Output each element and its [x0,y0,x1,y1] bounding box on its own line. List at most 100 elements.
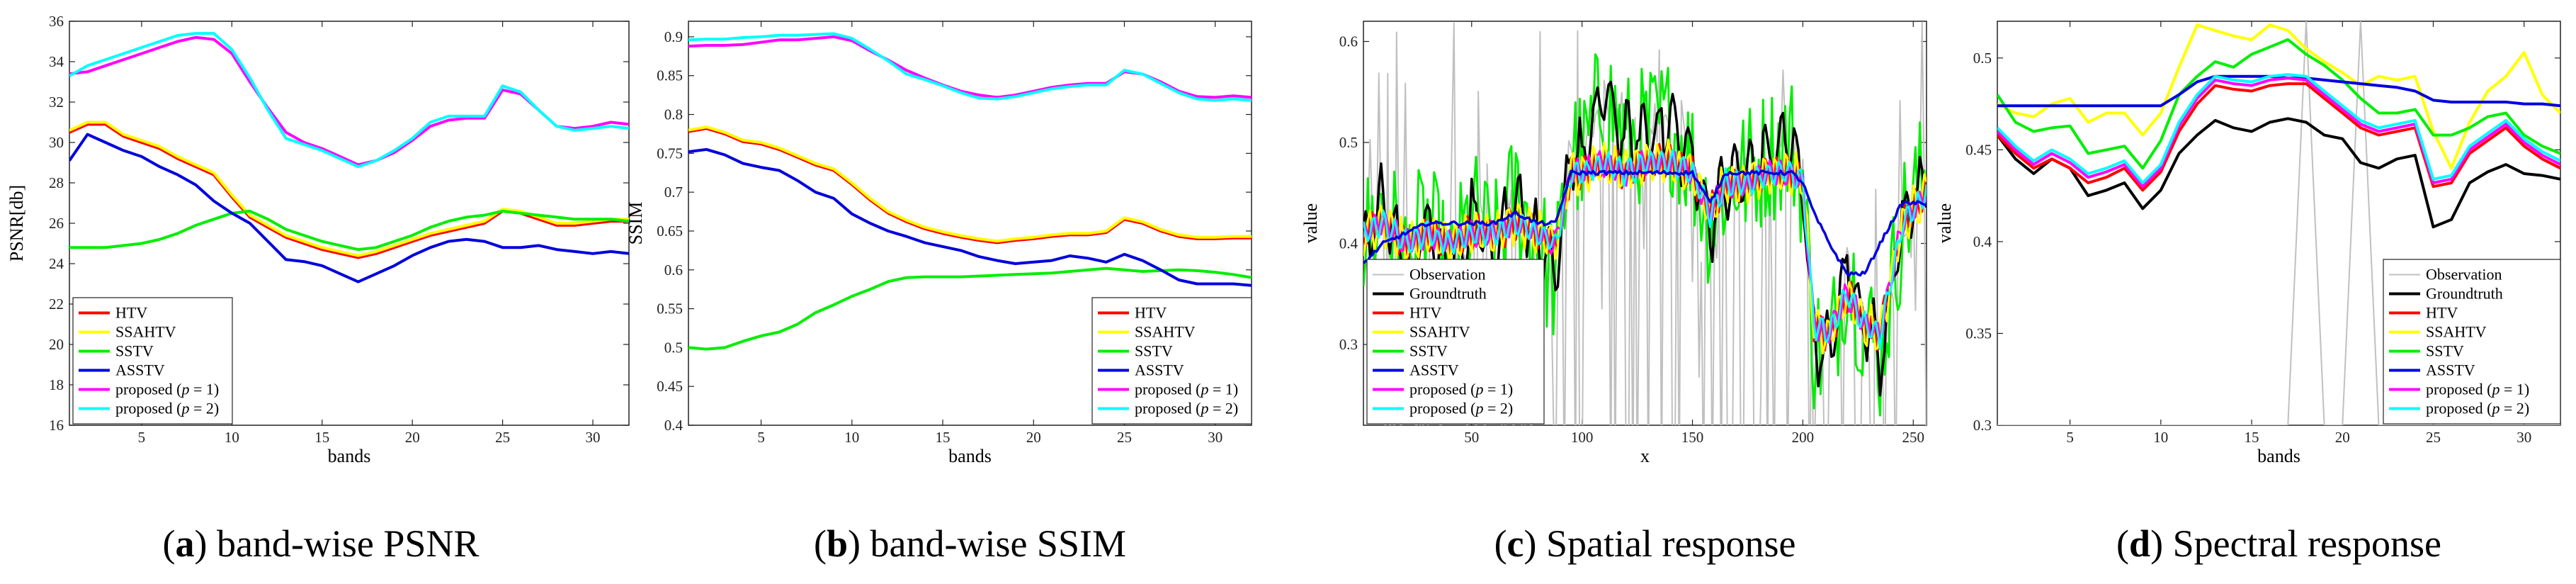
y-tick-label: 22 [49,296,64,313]
x-tick-label: 15 [936,429,951,446]
x-tick-label: 100 [1571,429,1594,446]
series-proposed-p2 [1363,149,1927,351]
y-tick-label: 28 [49,174,64,191]
x-tick-label: 25 [495,429,510,446]
x-tick-label: 25 [2426,429,2441,446]
chart-panel-d: 5 10 15 20 25 30 0.3 0.35 0.4 0.45 0.5 bands value Ob… [1934,21,2561,565]
y-axis-label: value [1934,203,1955,243]
legend-label: HTV [115,304,147,322]
legend-label: SSAHTV [1135,323,1196,341]
y-tick-label: 0.8 [664,106,683,123]
legend-label: SSTV [115,342,154,360]
y-tick-label: 0.9 [664,28,683,45]
legend-box [1366,259,1545,425]
legend-label: ASSTV [1135,361,1184,379]
y-tick-label: 0.5 [1339,134,1358,151]
x-tick-label: 250 [1902,429,1925,446]
legend-label: HTV [1409,304,1441,322]
series-htv [69,123,629,259]
y-tick-label: 0.65 [657,223,683,240]
legend-label: Groundtruth [2426,285,2503,303]
y-tick-label: 34 [49,53,64,70]
legend-label: SSTV [2426,342,2464,360]
y-tick-label: 16 [49,417,64,434]
y-tick-label: 20 [49,336,64,353]
y-tick-label: 0.4 [1973,233,1992,250]
legend-label: HTV [1135,304,1167,322]
series-asstv [69,133,629,283]
legend-box [2383,259,2561,425]
y-tick-label: 0.5 [664,339,683,356]
series-asstv [1363,169,1927,277]
y-tick-label: 24 [49,255,64,272]
series-proposed-p-2- [1997,73,2560,184]
chart-panel-c: 50 100 150 200 250 0.3 0.4 0.5 0.6 x value Observat… [1300,21,1927,565]
legend-label: SSAHTV [1409,323,1470,341]
legend-box [72,297,233,425]
y-tick-label: 0.3 [1973,417,1992,434]
subfigure-caption: (b) band-wise SSIM [814,522,1126,565]
y-tick-label: 0.35 [1965,325,1992,342]
legend-label: SSTV [1135,342,1173,360]
x-tick-label: 5 [138,429,146,446]
x-tick-label: 10 [225,429,239,446]
x-tick-label: 20 [405,429,420,446]
y-tick-label: 32 [49,94,64,111]
x-tick-label: 15 [2245,429,2259,446]
y-axis-label: PSNR[db] [6,185,27,262]
x-tick-label: 30 [586,429,601,446]
x-axis-label: x [1640,446,1650,466]
legend-label: proposed (p = 2) [1409,400,1513,417]
legend-label: SSAHTV [115,323,176,341]
x-tick-label: 15 [314,429,329,446]
legend-label: SSAHTV [2426,323,2487,341]
x-tick-label: 20 [2335,429,2350,446]
y-tick-label: 0.6 [1339,33,1358,50]
y-axis-label: value [1300,203,1321,243]
legend-label: SSTV [1409,342,1448,360]
legend: Observation GroundtruthHTVSSAHTVSSTVASSTV… [1366,259,1545,425]
x-tick-label: 5 [757,429,765,446]
x-tick-label: 30 [1208,429,1222,446]
series-group [688,32,1252,351]
y-tick-label: 0.7 [664,184,683,201]
series-htv [688,127,1252,245]
legend-label: Observation [2426,266,2502,283]
x-tick-label: 10 [844,429,859,446]
legend-label: proposed (p = 1) [1135,381,1238,398]
series-sstv [1997,38,2560,170]
y-tick-label: 0.4 [664,417,683,434]
y-tick-label: 0.85 [657,67,683,84]
y-tick-label: 30 [49,134,64,151]
legend-label: ASSTV [1409,361,1459,379]
y-tick-label: 0.55 [657,301,683,318]
series-group [69,32,629,283]
y-tick-label: 18 [49,376,64,393]
x-axis-label: bands [2257,446,2300,466]
legend-label: proposed (p = 1) [115,381,219,398]
legend-label: ASSTV [115,361,165,379]
x-tick-label: 25 [1117,429,1132,446]
y-tick-label: 0.6 [664,262,683,279]
y-tick-label: 26 [49,215,64,232]
series-asstv [1997,74,2560,108]
x-tick-label: 50 [1464,429,1479,446]
legend-box [1091,297,1252,425]
legend-label: proposed (p = 1) [1409,381,1513,398]
legend-label: ASSTV [2426,361,2475,379]
legend-label: proposed (p = 2) [2426,400,2529,417]
series-proposed-p1 [1363,150,1927,344]
series-proposed-p-2- [69,32,629,169]
y-tick-label: 0.45 [1965,141,1992,158]
subfigure-caption: (a) band-wise PSNR [163,522,480,565]
series-asstv [688,147,1252,287]
chart-panel-b: 5 10 15 20 25 30 0.4 0.45 0.5 0.55 0.6 0.65 0.7 0.75 0… [625,21,1252,565]
subfigure-caption: (d) Spectral response [2116,522,2441,565]
legend-label: Observation [1409,266,1486,283]
x-axis-label: bands [948,446,992,466]
legend-label: proposed (p = 1) [2426,381,2529,398]
chart-panel-a: 5 10 15 20 25 30 16 18 20 22 24 26 28 30 32 34 36 bands PS… [6,13,630,565]
